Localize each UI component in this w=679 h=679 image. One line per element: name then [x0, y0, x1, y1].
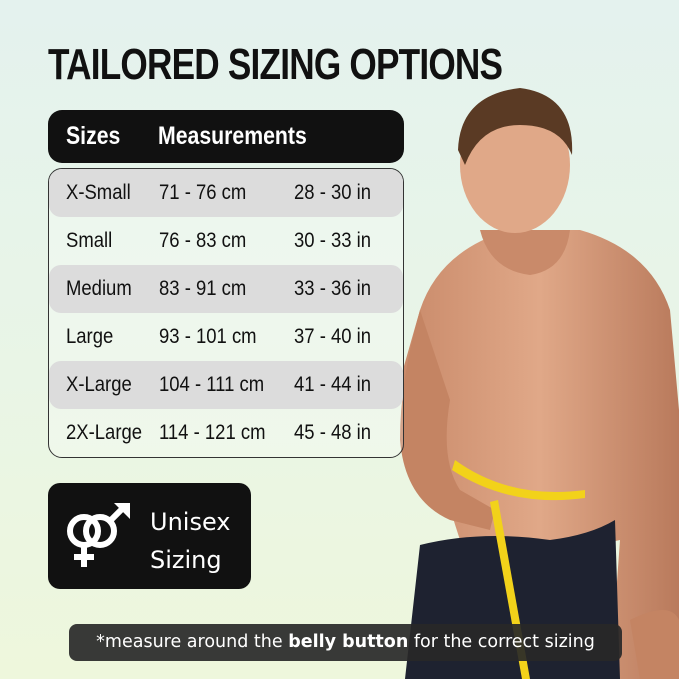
table-row: 2X-Large 114 - 121 cm 45 - 48 in	[49, 409, 403, 457]
cm-cell: 71 - 76 cm	[159, 181, 247, 204]
size-cell: 2X-Large	[66, 421, 143, 444]
header-measurements: Measurements	[158, 122, 307, 150]
header-sizes: Sizes	[66, 122, 121, 150]
man-measuring-waist-photo	[400, 88, 679, 679]
cm-cell: 114 - 121 cm	[159, 421, 266, 444]
note-text-end: for the correct sizing	[408, 632, 595, 652]
measurement-note: *measure around the belly button for the…	[69, 624, 622, 661]
table-row: X-Small 71 - 76 cm 28 - 30 in	[49, 169, 403, 217]
badge-line2: Sizing	[150, 546, 222, 574]
table-row: Small 76 - 83 cm 30 - 33 in	[49, 217, 403, 265]
in-cell: 30 - 33 in	[294, 229, 372, 252]
male-female-symbol-icon	[67, 502, 130, 567]
size-table: X-Small 71 - 76 cm 28 - 30 in Small 76 -…	[48, 168, 404, 458]
size-cell: Large	[66, 325, 114, 348]
table-row: X-Large 104 - 111 cm 41 - 44 in	[49, 361, 403, 409]
note-bold: belly button	[288, 632, 409, 652]
cm-cell: 93 - 101 cm	[159, 325, 257, 348]
page-title: TAILORED SIZING OPTIONS	[48, 40, 503, 89]
in-cell: 33 - 36 in	[294, 277, 372, 300]
note-text: *measure around the	[96, 632, 289, 652]
in-cell: 41 - 44 in	[294, 373, 372, 396]
size-cell: Small	[66, 229, 113, 252]
size-cell: X-Large	[66, 373, 132, 396]
table-header: Sizes Measurements	[48, 110, 404, 163]
size-cell: Medium	[66, 277, 132, 300]
cm-cell: 104 - 111 cm	[159, 373, 265, 396]
in-cell: 37 - 40 in	[294, 325, 372, 348]
size-cell: X-Small	[66, 181, 131, 204]
cm-cell: 83 - 91 cm	[159, 277, 247, 300]
badge-line1: Unisex	[150, 508, 231, 536]
in-cell: 28 - 30 in	[294, 181, 372, 204]
cm-cell: 76 - 83 cm	[159, 229, 247, 252]
table-row: Medium 83 - 91 cm 33 - 36 in	[49, 265, 403, 313]
table-row: Large 93 - 101 cm 37 - 40 in	[49, 313, 403, 361]
unisex-badge: Unisex Sizing	[48, 483, 251, 589]
in-cell: 45 - 48 in	[294, 421, 372, 444]
